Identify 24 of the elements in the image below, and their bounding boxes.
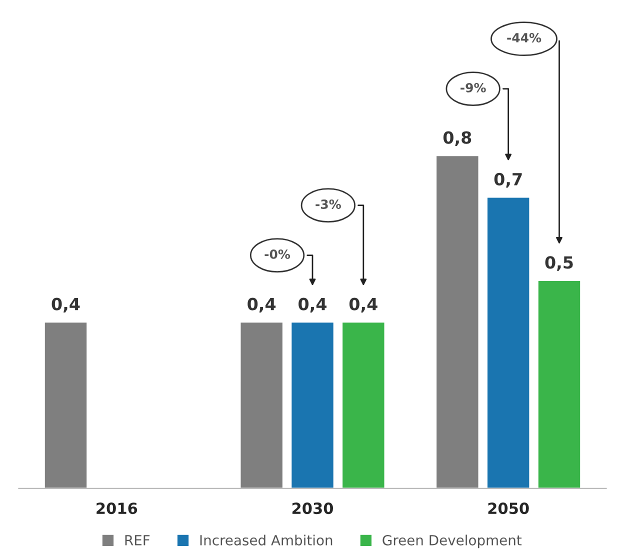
x-tick-label: 2050 [488, 502, 529, 514]
legend-label: Green Development [382, 534, 522, 548]
text: -44% [507, 33, 542, 42]
data-label: 0,4 [52, 298, 80, 312]
bar [537, 280, 582, 488]
data-label: 0,7 [494, 172, 522, 188]
x-tick-label: 2016 [96, 502, 138, 514]
legend-label: Increased Ambition [200, 534, 332, 546]
bar [239, 321, 284, 488]
bar [290, 321, 335, 488]
data-label: 0,5 [545, 256, 573, 271]
bar [341, 321, 386, 488]
bar [486, 196, 531, 488]
legend-label: REF [125, 535, 150, 546]
text: -9% [460, 82, 486, 92]
bar [435, 154, 480, 488]
annotation: -0% [264, 249, 290, 259]
x-tick-label: 2030 [292, 502, 334, 514]
data-label: 0,4 [298, 298, 326, 312]
data-label: 0,8 [443, 131, 472, 146]
data-label: 0,4 [248, 298, 276, 312]
data-label: 0,4 [349, 298, 378, 312]
annotation: -3% [316, 200, 341, 209]
bar [44, 321, 88, 488]
